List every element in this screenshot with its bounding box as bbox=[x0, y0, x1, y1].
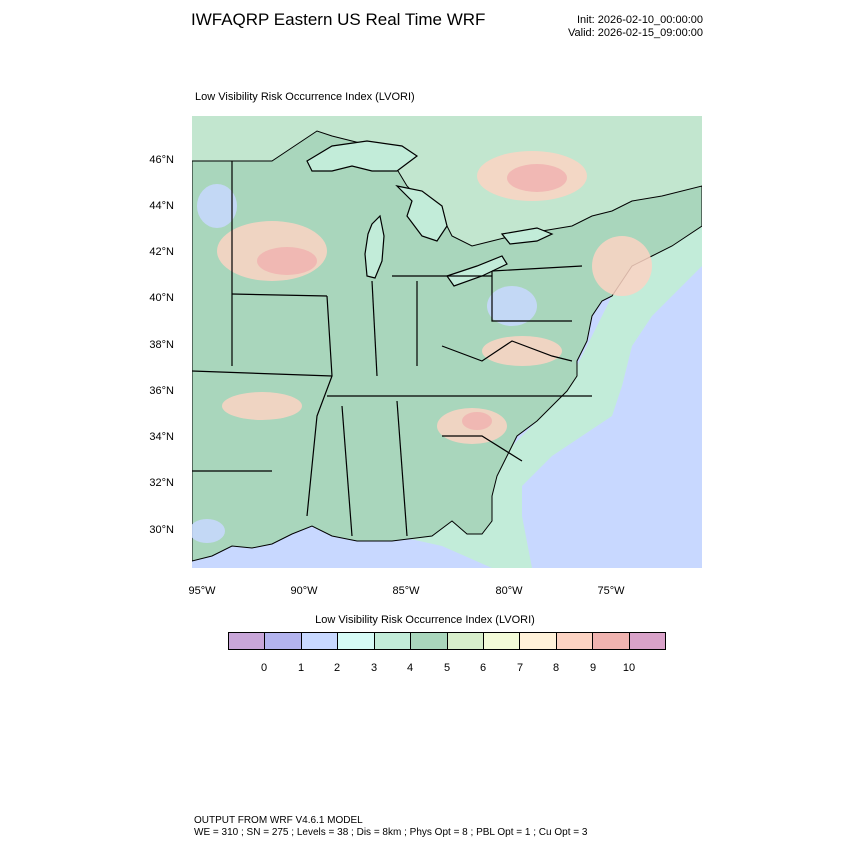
state-line bbox=[341, 405, 353, 537]
valid-time: Valid: 2026-02-15_09:00:00 bbox=[568, 27, 703, 39]
colorbar-swatch bbox=[520, 633, 557, 649]
state-line bbox=[396, 400, 408, 537]
risk-patch bbox=[257, 247, 317, 275]
lat-label-34: 34°N bbox=[149, 431, 174, 443]
map-title: Low Visibility Risk Occurrence Index (LV… bbox=[195, 91, 415, 103]
risk-patch bbox=[487, 286, 537, 326]
colorbar-swatch bbox=[265, 633, 302, 649]
colorbar-label: 7 bbox=[516, 662, 524, 674]
colorbar-swatch bbox=[447, 633, 484, 649]
lon-label-95: 95°W bbox=[188, 585, 216, 597]
lon-label-90: 90°W bbox=[290, 585, 318, 597]
lat-label-36: 36°N bbox=[149, 385, 174, 397]
lat-label-32: 32°N bbox=[149, 477, 174, 489]
lat-label-30: 30°N bbox=[149, 524, 174, 536]
lat-label-42: 42°N bbox=[149, 246, 174, 258]
colorbar-label: 6 bbox=[479, 662, 487, 674]
colorbar-label: 1 bbox=[297, 662, 305, 674]
canada-region bbox=[192, 116, 702, 246]
colorbar-swatch bbox=[629, 633, 666, 649]
great-lakes bbox=[306, 140, 554, 287]
risk-patches bbox=[192, 151, 652, 543]
colorbar bbox=[228, 632, 666, 650]
lon-label-75: 75°W bbox=[597, 585, 625, 597]
lake-ontario bbox=[500, 227, 554, 245]
lake-superior bbox=[306, 140, 419, 172]
colorbar-title: Low Visibility Risk Occurrence Index (LV… bbox=[315, 614, 535, 626]
risk-patch bbox=[222, 392, 302, 420]
map-canvas bbox=[192, 116, 702, 568]
lake-michigan bbox=[364, 214, 385, 279]
colorbar-swatch bbox=[301, 633, 339, 649]
state-line bbox=[491, 265, 583, 272]
state-line bbox=[371, 280, 378, 377]
forecast-map bbox=[192, 116, 702, 568]
colorbar-swatch bbox=[229, 633, 266, 649]
state-line bbox=[231, 293, 328, 297]
model-info-line1: OUTPUT FROM WRF V4.6.1 MODEL bbox=[194, 815, 363, 826]
colorbar-label: 10 bbox=[622, 662, 636, 674]
colorbar-swatch bbox=[556, 633, 594, 649]
colorbar-swatch bbox=[483, 633, 521, 649]
state-boundaries bbox=[192, 161, 592, 537]
colorbar-label: 8 bbox=[552, 662, 560, 674]
lake-huron bbox=[395, 185, 448, 242]
state-line bbox=[441, 340, 573, 362]
risk-patch bbox=[507, 164, 567, 192]
main-title: IWFAQRP Eastern US Real Time WRF bbox=[191, 10, 486, 29]
colorbar-label: 0 bbox=[260, 662, 268, 674]
risk-patch bbox=[482, 336, 562, 366]
lat-label-40: 40°N bbox=[149, 292, 174, 304]
state-line bbox=[192, 370, 333, 377]
risk-patch bbox=[462, 412, 492, 430]
lon-label-80: 80°W bbox=[495, 585, 523, 597]
colorbar-swatch bbox=[411, 633, 448, 649]
colorbar-label: 3 bbox=[370, 662, 378, 674]
colorbar-swatch bbox=[593, 633, 630, 649]
colorbar-swatch bbox=[374, 633, 412, 649]
init-time: Init: 2026-02-10_00:00:00 bbox=[577, 14, 703, 26]
colorbar-label: 2 bbox=[333, 662, 341, 674]
colorbar-label: 4 bbox=[406, 662, 414, 674]
lat-label-46: 46°N bbox=[149, 154, 174, 166]
lat-label-38: 38°N bbox=[149, 339, 174, 351]
risk-patch bbox=[197, 184, 237, 228]
lat-label-44: 44°N bbox=[149, 200, 174, 212]
lon-label-85: 85°W bbox=[392, 585, 420, 597]
lake-erie bbox=[446, 255, 508, 287]
state-line bbox=[306, 295, 333, 517]
model-info-line2: WE = 310 ; SN = 275 ; Levels = 38 ; Dis … bbox=[194, 827, 588, 838]
risk-patch bbox=[592, 236, 652, 296]
colorbar-label: 9 bbox=[589, 662, 597, 674]
state-line bbox=[442, 435, 523, 462]
risk-patch bbox=[192, 519, 225, 543]
colorbar-label: 5 bbox=[443, 662, 451, 674]
state-line bbox=[491, 271, 572, 322]
colorbar-swatch bbox=[338, 633, 375, 649]
